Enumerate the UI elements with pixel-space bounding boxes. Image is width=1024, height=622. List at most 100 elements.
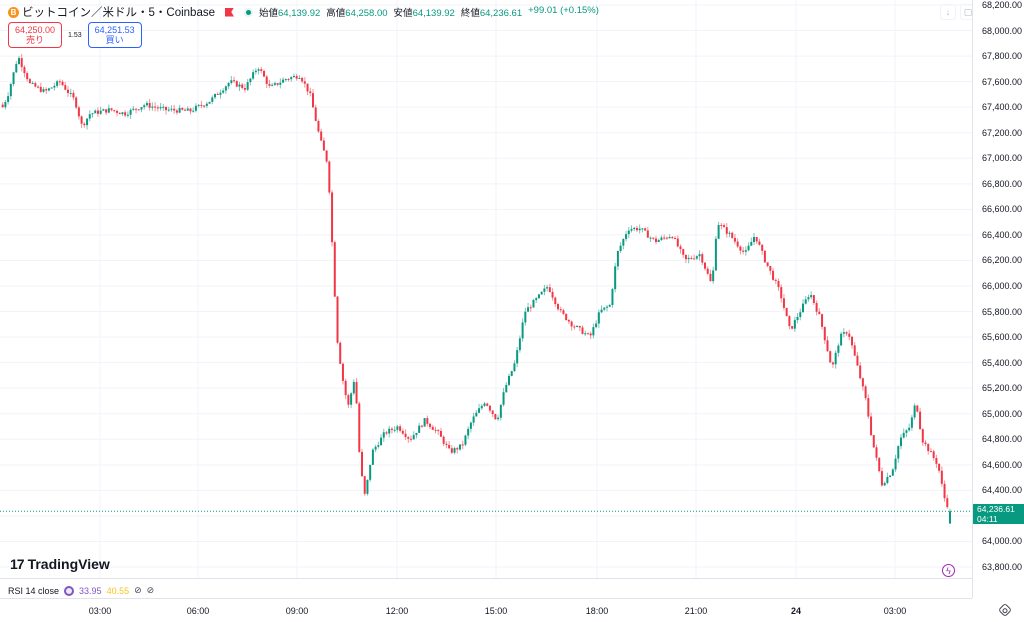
candle: [271, 82, 274, 87]
candle: [456, 446, 459, 454]
candle: [812, 294, 815, 305]
candle: [725, 223, 728, 238]
candle: [848, 329, 851, 341]
candle: [77, 105, 80, 120]
candle: [322, 137, 325, 151]
candle: [524, 307, 527, 326]
candle: [94, 109, 97, 114]
time-tick-label: 15:00: [484, 606, 508, 616]
time-axis[interactable]: 03:00 06:00 09:00 12:00 15:00 18:00 21:00 24 03:…: [0, 598, 972, 622]
arrow-down-icon[interactable]: ↓: [940, 4, 956, 20]
candle: [660, 235, 663, 242]
candle: [167, 106, 170, 112]
candle: [774, 278, 777, 285]
candle: [366, 479, 369, 496]
settings-icon[interactable]: [997, 602, 1013, 618]
candle: [151, 102, 154, 111]
time-tick-label: 12:00: [385, 606, 409, 616]
candle: [600, 305, 603, 314]
candle: [646, 226, 649, 238]
candle: [630, 225, 633, 233]
close-label: 終値: [460, 8, 480, 19]
candle: [50, 87, 53, 89]
candle: [423, 417, 426, 427]
candle: [363, 475, 366, 496]
candle: [815, 300, 818, 316]
price-tick-label: 65,200.00: [981, 383, 1022, 394]
candle: [796, 313, 799, 324]
time-tick-label: 06:00: [186, 606, 210, 616]
candle: [921, 428, 924, 446]
pane-separator[interactable]: [0, 578, 972, 579]
candle: [126, 111, 129, 118]
candle: [96, 107, 99, 117]
candle: [312, 89, 314, 108]
candle: [143, 103, 146, 110]
lightning-icon[interactable]: ϟ: [942, 564, 955, 577]
time-tick-label: 24: [790, 606, 802, 616]
candle: [674, 236, 677, 240]
candle: [859, 361, 862, 380]
candle: [693, 254, 696, 260]
candle: [927, 443, 930, 455]
candle: [671, 236, 674, 240]
candle: [910, 414, 913, 431]
candle: [399, 424, 402, 433]
candlestick-chart[interactable]: [0, 0, 972, 578]
candle: [306, 83, 309, 96]
candle: [714, 236, 717, 272]
candle: [219, 89, 222, 99]
candle: [450, 445, 453, 455]
symbol-title[interactable]: ビットコイン／米ドル・5・Coinbase: [22, 7, 215, 19]
candle: [750, 237, 753, 246]
candle: [331, 190, 334, 247]
candle: [116, 109, 118, 117]
price-axis[interactable]: 68,200.00 68,000.00 67,800.00 67,600.00 67,4…: [972, 0, 1024, 598]
candle: [224, 85, 227, 94]
flag-icon[interactable]: [224, 7, 234, 17]
market-status-icon[interactable]: [243, 7, 253, 17]
current-price-label: 64,236.61 04:11: [973, 504, 1024, 525]
candle: [608, 303, 611, 308]
tradingview-logo[interactable]: 17 TradingView: [10, 556, 110, 572]
candle: [39, 82, 42, 93]
candle: [91, 112, 94, 118]
candle: [780, 284, 783, 303]
candle: [777, 278, 780, 291]
candle: [80, 115, 83, 128]
candle: [627, 227, 630, 239]
candle: [132, 105, 135, 112]
candle: [162, 103, 165, 111]
candle: [184, 108, 187, 111]
buy-label: 買い: [105, 35, 124, 45]
hidden-value-icon: ⊘: [134, 585, 142, 595]
candle: [684, 254, 687, 264]
candle: [567, 318, 570, 325]
buy-button[interactable]: 64,251.53 買い: [87, 22, 142, 48]
price-tick-label: 64,400.00: [981, 485, 1022, 496]
candle: [739, 245, 742, 255]
price-tick-label: 64,000.00: [981, 536, 1022, 547]
candle: [712, 266, 715, 284]
candle: [175, 108, 178, 115]
candle: [121, 111, 124, 116]
candle: [165, 106, 167, 115]
candle: [665, 236, 668, 240]
candle: [505, 382, 508, 393]
chart-pane[interactable]: [0, 0, 972, 578]
candle: [919, 407, 922, 430]
candle: [377, 441, 380, 449]
candle: [28, 77, 31, 84]
sell-button[interactable]: 64,250.00 売り: [8, 22, 62, 48]
candle: [252, 69, 255, 81]
candle: [635, 225, 638, 233]
price-tick-label: 68,200.00: [981, 0, 1022, 10]
candle: [554, 296, 557, 307]
close-value: 64,236.61: [479, 8, 523, 19]
candle: [902, 428, 905, 439]
candle: [290, 76, 293, 82]
rsi-title[interactable]: RSI 14 close: [8, 585, 60, 596]
candle: [916, 405, 919, 413]
candle: [469, 421, 472, 433]
candle: [203, 104, 206, 109]
